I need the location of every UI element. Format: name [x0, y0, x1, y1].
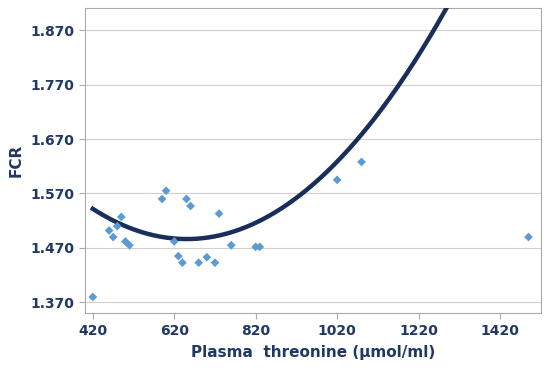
Point [125, 242, 134, 248]
Point [170, 238, 178, 244]
Point [174, 253, 183, 259]
Point [255, 244, 264, 250]
Y-axis label: FCR: FCR [8, 144, 24, 177]
Point [186, 203, 195, 209]
Point [158, 196, 166, 202]
Point [524, 234, 533, 240]
Point [178, 260, 187, 266]
Point [333, 177, 341, 183]
Point [121, 238, 130, 244]
Point [357, 159, 366, 165]
Point [113, 223, 122, 229]
Point [215, 211, 223, 217]
Point [109, 234, 117, 240]
Point [211, 260, 220, 266]
Point [182, 196, 191, 202]
Point [105, 227, 114, 233]
Point [251, 244, 260, 250]
Point [194, 260, 203, 266]
Point [227, 242, 236, 248]
X-axis label: Plasma  threonine (μmol/ml): Plasma threonine (μmol/ml) [191, 345, 435, 360]
Point [88, 294, 97, 300]
Point [203, 254, 211, 260]
Point [162, 188, 171, 194]
Point [117, 214, 126, 220]
